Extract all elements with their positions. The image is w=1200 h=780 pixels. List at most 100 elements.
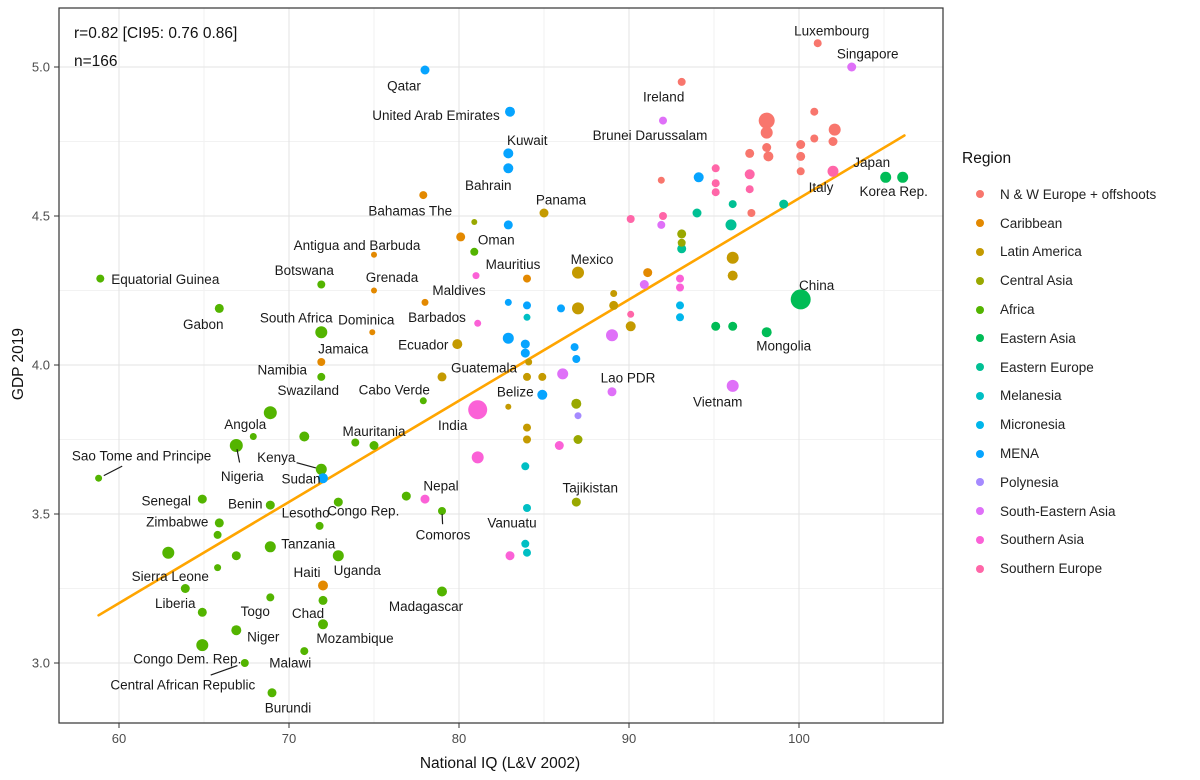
country-label: Zimbabwe xyxy=(146,514,208,529)
correlation-text: r=0.82 [CI95: 0.76 0.86] xyxy=(74,25,238,42)
legend-dot-icon xyxy=(976,564,984,573)
point-grenada xyxy=(371,287,377,294)
point-brunei-darussalam xyxy=(659,116,667,125)
data-point xyxy=(504,298,512,306)
n-text: n=166 xyxy=(74,53,118,70)
data-point xyxy=(521,539,530,548)
legend-item-southern-europe: Southern Europe xyxy=(962,554,1192,583)
country-label: Korea Rep. xyxy=(860,184,928,199)
point-liberia xyxy=(197,607,207,617)
legend-dot-icon xyxy=(976,334,984,343)
data-point xyxy=(626,215,635,223)
legend-item-caribbean: Caribbean xyxy=(962,209,1192,238)
legend-item-label: Latin America xyxy=(1000,244,1082,260)
x-tick-label: 60 xyxy=(112,731,126,746)
data-point xyxy=(557,304,565,313)
legend-item-label: Africa xyxy=(1000,302,1035,318)
point-malawi xyxy=(300,647,309,656)
legend-item-label: Melanesia xyxy=(1000,388,1062,404)
country-label: Ecuador xyxy=(398,338,449,353)
data-point xyxy=(520,339,530,349)
y-tick-label: 3.0 xyxy=(32,656,50,671)
data-point xyxy=(523,313,531,321)
data-point xyxy=(711,188,720,197)
data-point xyxy=(572,302,584,315)
legend-item-melanesia: Melanesia xyxy=(962,382,1192,411)
data-point xyxy=(677,238,686,247)
y-axis-title: GDP 2019 xyxy=(10,327,27,401)
country-label: Oman xyxy=(478,232,515,247)
data-point xyxy=(609,300,619,310)
legend-dot-icon xyxy=(976,247,984,256)
legend-item-south-eastern-asia: South-Eastern Asia xyxy=(962,497,1192,526)
country-label: Kenya xyxy=(257,450,296,465)
label-leader-line xyxy=(296,462,317,469)
data-point xyxy=(574,412,582,420)
data-point xyxy=(779,199,789,209)
point-mauritania xyxy=(369,441,379,450)
country-label: Luxembourg xyxy=(794,24,869,39)
data-point xyxy=(676,283,684,292)
point-mongolia xyxy=(761,327,772,338)
point-uganda xyxy=(332,550,344,562)
legend-item-africa: Africa xyxy=(962,295,1192,324)
data-point xyxy=(727,270,738,281)
data-point xyxy=(351,438,360,447)
point-tanzania xyxy=(264,541,276,553)
legend-item-label: Eastern Europe xyxy=(1000,359,1094,375)
data-point xyxy=(744,169,755,180)
country-label: Equatorial Guinea xyxy=(111,272,220,287)
point-mauritius xyxy=(523,274,531,283)
point-bahamas-the xyxy=(419,191,428,200)
country-label: Kuwait xyxy=(507,133,548,148)
data-point xyxy=(456,232,466,242)
point-congo-dem-rep- xyxy=(196,639,209,652)
country-label: Jamaica xyxy=(318,342,369,357)
data-point xyxy=(231,551,241,561)
country-label: Mauritania xyxy=(342,424,406,439)
data-point xyxy=(606,329,618,342)
data-point xyxy=(610,290,618,297)
data-point xyxy=(523,372,531,381)
data-point xyxy=(745,185,754,194)
country-label: Niger xyxy=(247,630,280,645)
country-label: Maldives xyxy=(432,283,486,298)
point-equatorial-guinea xyxy=(96,274,105,283)
data-point xyxy=(505,551,515,561)
label-leader-line xyxy=(441,513,444,525)
legend-item-label: Southern Asia xyxy=(1000,532,1085,548)
x-axis-title: National IQ (L&V 2002) xyxy=(419,755,581,772)
legend-item-label: Eastern Asia xyxy=(1000,330,1076,346)
country-label: Central African Republic xyxy=(110,678,255,693)
point-togo xyxy=(266,593,275,602)
country-label: India xyxy=(438,418,468,433)
point-south-africa xyxy=(315,326,328,339)
point-swaziland xyxy=(299,431,310,442)
point-nigeria xyxy=(229,439,243,452)
legend-dot-icon xyxy=(976,363,984,372)
country-label: Dominica xyxy=(338,313,395,328)
country-label: Qatar xyxy=(387,79,421,94)
point-oman xyxy=(503,220,513,230)
country-label: Nigeria xyxy=(221,469,264,484)
legend-item-label: Polynesia xyxy=(1000,474,1059,490)
y-tick-label: 4.5 xyxy=(32,209,50,224)
data-point xyxy=(657,176,665,184)
point-china xyxy=(790,289,811,310)
country-label: Mozambique xyxy=(316,631,393,646)
data-point xyxy=(810,107,819,116)
point-haiti xyxy=(318,580,328,591)
data-point xyxy=(676,274,684,283)
country-label: Singapore xyxy=(837,47,899,62)
point-kuwait xyxy=(503,148,514,159)
point-lao-pdr xyxy=(607,387,617,397)
country-label: Vanuatu xyxy=(487,516,536,531)
legend-item-mena: MENA xyxy=(962,439,1192,468)
country-label: Gabon xyxy=(183,317,224,332)
country-label: Sao Tome and Principe xyxy=(72,449,211,464)
country-label: Swaziland xyxy=(278,383,340,398)
country-label: Japan xyxy=(853,155,890,170)
data-point xyxy=(249,433,257,440)
country-label: Sudan xyxy=(281,472,320,487)
data-point xyxy=(474,319,482,327)
